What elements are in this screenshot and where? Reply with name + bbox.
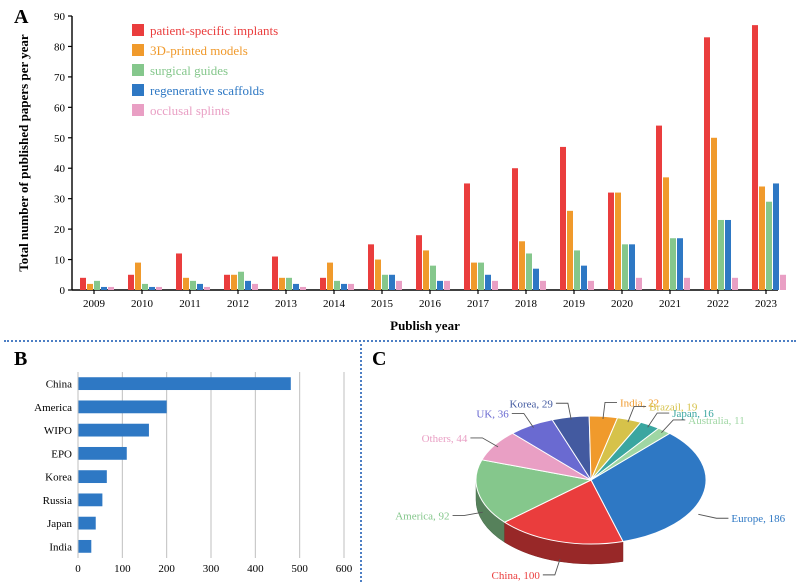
svg-text:2021: 2021 [659, 298, 681, 310]
svg-text:2017: 2017 [467, 298, 490, 310]
svg-text:2009: 2009 [83, 298, 106, 310]
svg-text:500: 500 [291, 563, 308, 575]
svg-text:America, 92: America, 92 [395, 510, 449, 522]
svg-text:100: 100 [114, 563, 131, 575]
svg-text:2019: 2019 [563, 298, 586, 310]
svg-text:2012: 2012 [227, 298, 249, 310]
svg-text:200: 200 [158, 563, 175, 575]
svg-text:regenerative scaffolds: regenerative scaffolds [150, 83, 264, 98]
svg-text:30: 30 [54, 194, 66, 206]
svg-text:Korea, 29: Korea, 29 [510, 398, 554, 410]
divider-vertical [360, 344, 362, 582]
svg-text:2010: 2010 [131, 298, 154, 310]
svg-text:Others, 44: Others, 44 [422, 433, 468, 445]
svg-text:EPO: EPO [51, 448, 72, 460]
svg-text:10: 10 [54, 255, 66, 267]
panel-B-chart: 0 100 200 300 400 500 600 China America WIPO EPO Ko… [6, 350, 356, 582]
svg-text:2023: 2023 [755, 298, 778, 310]
svg-text:China: China [46, 379, 72, 391]
svg-text:80: 80 [54, 41, 66, 53]
svg-text:3D-printed models: 3D-printed models [150, 43, 248, 58]
svg-text:occlusal splints: occlusal splints [150, 103, 230, 118]
svg-text:China, 100: China, 100 [492, 570, 541, 582]
svg-text:UK, 36: UK, 36 [476, 408, 509, 420]
svg-text:50: 50 [54, 133, 66, 145]
svg-text:40: 40 [54, 163, 66, 175]
svg-text:2015: 2015 [371, 298, 394, 310]
svg-text:2011: 2011 [179, 298, 201, 310]
svg-text:90: 90 [54, 11, 66, 23]
svg-text:2014: 2014 [323, 298, 346, 310]
svg-text:2020: 2020 [611, 298, 634, 310]
svg-text:400: 400 [247, 563, 264, 575]
svg-text:2016: 2016 [419, 298, 442, 310]
svg-text:600: 600 [336, 563, 353, 575]
svg-text:Publish year: Publish year [390, 318, 460, 333]
svg-text:2013: 2013 [275, 298, 298, 310]
svg-text:Japan: Japan [47, 518, 73, 530]
svg-text:300: 300 [203, 563, 220, 575]
svg-text:America: America [34, 402, 72, 414]
figure-root: A B C 0102030405060708090Total number of… [0, 0, 800, 586]
svg-text:surgical guides: surgical guides [150, 63, 228, 78]
svg-text:2018: 2018 [515, 298, 538, 310]
svg-text:70: 70 [54, 72, 66, 84]
svg-text:2022: 2022 [707, 298, 729, 310]
svg-text:Total number of published pape: Total number of published papers per yea… [16, 34, 31, 272]
svg-text:0: 0 [60, 285, 66, 297]
svg-text:patient-specific implants: patient-specific implants [150, 23, 278, 38]
svg-text:WIPO: WIPO [44, 425, 72, 437]
svg-text:India: India [49, 541, 72, 553]
svg-text:20: 20 [54, 224, 66, 236]
svg-text:0: 0 [75, 563, 81, 575]
panel-C-chart: Europe, 186 China, 100 America, 92 Others, … [366, 350, 796, 582]
panel-A-chart: 0 10 20 30 40 50 60 70 80 90 Total number of publi… [12, 6, 792, 336]
svg-text:60: 60 [54, 102, 66, 114]
svg-text:Australia, 11: Australia, 11 [688, 415, 744, 427]
svg-text:Korea: Korea [45, 472, 72, 484]
svg-text:Russia: Russia [43, 495, 72, 507]
svg-text:Europe, 186: Europe, 186 [731, 513, 785, 525]
divider-horizontal [4, 340, 796, 342]
